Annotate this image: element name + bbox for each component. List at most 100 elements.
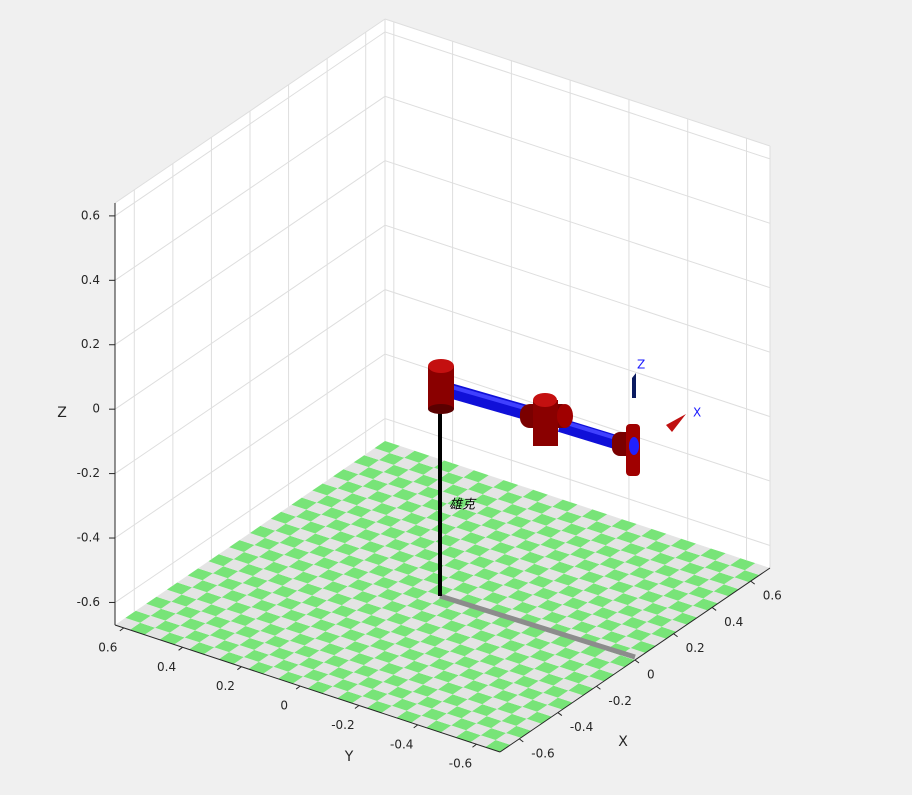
- floor-tile: [519, 551, 545, 564]
- floor-tile: [544, 654, 570, 667]
- floor-tile: [353, 560, 379, 573]
- floor-tile: [531, 513, 557, 526]
- floor-tile: [572, 590, 599, 603]
- floor-tile: [195, 623, 221, 636]
- floor-tile: [507, 694, 533, 707]
- floor-tile: [367, 491, 393, 503]
- floor-tile: [155, 620, 181, 633]
- y-tick-label: -0.4: [390, 737, 413, 751]
- floor-tile: [670, 538, 696, 551]
- floor-tile: [420, 634, 446, 647]
- floor-tile: [317, 674, 344, 687]
- floor-tile: [595, 650, 621, 663]
- floor-tile: [418, 560, 444, 573]
- floor-tile: [480, 728, 506, 740]
- floor-tile: [408, 567, 434, 580]
- floor-tile: [316, 495, 342, 508]
- z-tick-label: -0.2: [77, 466, 100, 480]
- floor-tile: [218, 547, 244, 560]
- floor-tile: [411, 505, 437, 518]
- floor-tile: [479, 549, 505, 562]
- robot-joint: [533, 393, 557, 407]
- floor-tile: [433, 670, 459, 683]
- floor-tile: [467, 587, 493, 600]
- floor-tile: [482, 697, 508, 709]
- floor-tile: [269, 542, 295, 555]
- floor-tile: [615, 636, 641, 648]
- floor-tile: [598, 588, 624, 601]
- floor-tile: [370, 534, 396, 546]
- floor-tile: [464, 544, 490, 557]
- floor-tile: [488, 573, 514, 585]
- floor-tile: [349, 653, 375, 666]
- floor-tile: [501, 713, 527, 726]
- floor-tile: [685, 543, 711, 556]
- floor-tile: [387, 581, 413, 594]
- floor-tile: [295, 614, 321, 627]
- floor-tile: [409, 641, 435, 654]
- floor-tile: [534, 556, 560, 569]
- z-tick-label: -0.6: [77, 595, 100, 609]
- floor-tile: [456, 520, 482, 533]
- floor-tile: [250, 525, 276, 538]
- floor-tile: [252, 568, 279, 581]
- floor-tile: [494, 659, 520, 671]
- floor-tile: [504, 651, 530, 664]
- y-tick-label: -0.2: [331, 718, 354, 732]
- floor-tile: [343, 672, 369, 685]
- floor-tile: [549, 666, 575, 679]
- floor-tile: [415, 622, 441, 635]
- floor-tile: [186, 599, 212, 612]
- floor-tile: [596, 619, 622, 632]
- floor-tile: [461, 711, 487, 724]
- floor-tile: [482, 487, 508, 500]
- floor-tile: [438, 577, 464, 590]
- floor-tile: [276, 597, 302, 610]
- floor-tile: [353, 455, 379, 468]
- floor-tile: [264, 530, 290, 543]
- floor-tile: [562, 597, 588, 610]
- floor-tile: [515, 644, 541, 657]
- floor-tile: [709, 572, 735, 585]
- floor-tile: [423, 572, 449, 585]
- floor-tile: [424, 541, 450, 554]
- floor-tile: [309, 545, 335, 558]
- floor-tile: [180, 618, 206, 631]
- floor-tile: [506, 516, 532, 528]
- floor-tile: [448, 675, 474, 688]
- floor-tile: [411, 610, 437, 623]
- floor-tile: [455, 625, 481, 638]
- floor-tile: [150, 608, 176, 621]
- floor-tile: [334, 648, 360, 661]
- floor-tile: [673, 581, 699, 594]
- floor-tile: [292, 571, 319, 584]
- floor-tile: [399, 543, 425, 556]
- floor-tile: [374, 650, 400, 663]
- floor-tile: [303, 669, 329, 682]
- floor-tile: [624, 555, 650, 567]
- floor-tile: [623, 586, 649, 598]
- floor-tile: [616, 531, 642, 544]
- floor-tile: [289, 633, 315, 646]
- floor-tile: [196, 592, 222, 605]
- floor-tile: [620, 543, 646, 555]
- floor-tile: [473, 568, 499, 581]
- floor-tile: [161, 601, 187, 614]
- x-tick-label: 0.4: [724, 615, 743, 629]
- floor-tile: [331, 605, 357, 618]
- floor-tile: [641, 528, 667, 541]
- floor-tile: [430, 522, 456, 535]
- floor-tile: [458, 668, 484, 681]
- floor-tile: [316, 600, 342, 613]
- floor-tile: [537, 599, 563, 612]
- floor-tile: [229, 645, 255, 657]
- floor-tile: [381, 600, 407, 613]
- floor-tile: [408, 672, 434, 685]
- floor-tile: [401, 617, 427, 630]
- floor-tile: [445, 527, 471, 540]
- floor-tile: [239, 638, 265, 650]
- floor-tile: [426, 615, 452, 628]
- floor-tile: [730, 558, 756, 571]
- floor-tile: [414, 548, 440, 561]
- floor-tile: [275, 523, 301, 536]
